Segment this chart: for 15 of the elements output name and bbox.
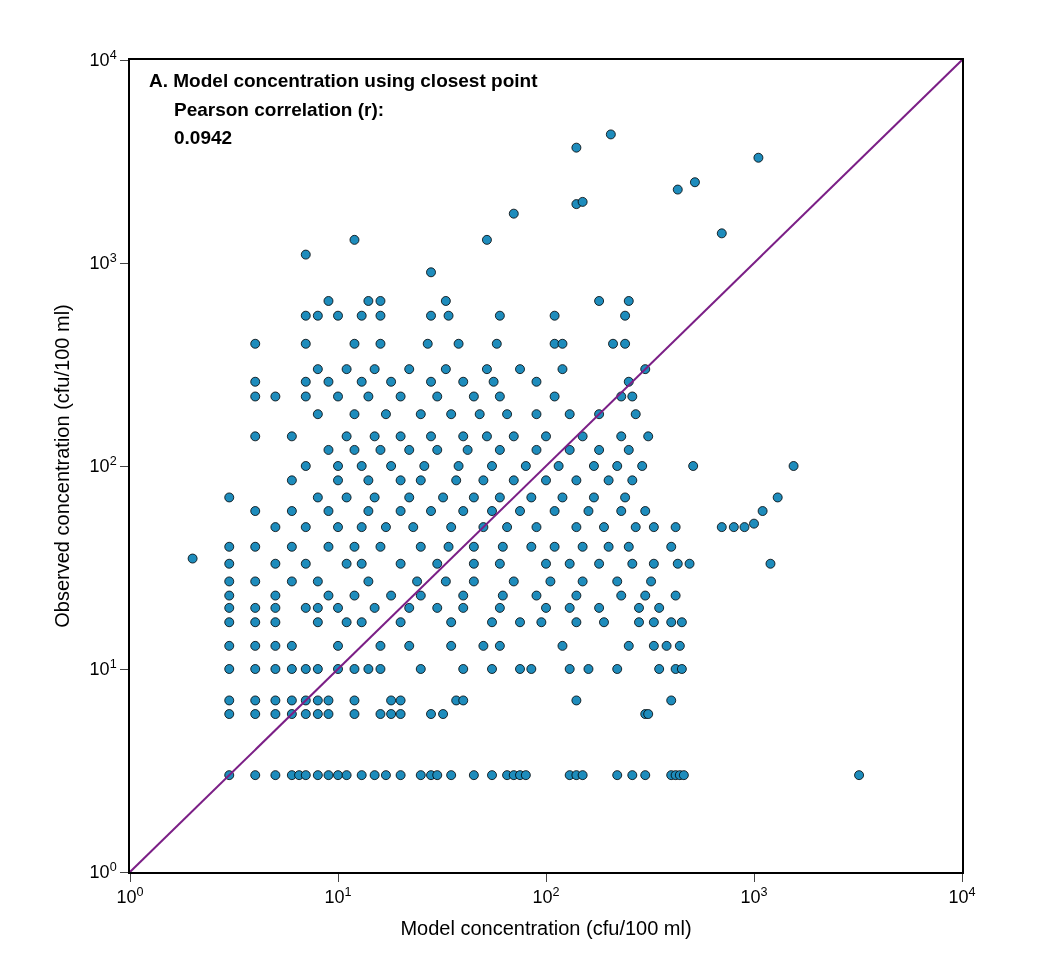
annotation: Pearson correlation (r):	[174, 99, 385, 120]
annotation: 0.0942	[174, 127, 233, 148]
annotation: A. Model concentration using closest point	[149, 70, 539, 91]
y-tick-label: 10$^{0}$	[89, 859, 117, 883]
x-tick-label: 10$^{1}$	[324, 884, 352, 908]
y-tick-label: 10$^{4}$	[89, 47, 117, 71]
y-tick-label: 10$^{2}$	[89, 453, 117, 477]
x-tick-label: 10$^{2}$	[532, 884, 560, 908]
x-tick-label: 10$^{4}$	[948, 884, 976, 908]
x-axis-title: Model concentration (cfu/100 ml)	[400, 917, 692, 940]
y-axis-title: Observed concentration (cfu/100 ml)	[50, 304, 73, 628]
y-tick-label: 10$^{3}$	[89, 250, 117, 274]
x-tick-label: 10$^{0}$	[116, 884, 144, 908]
y-tick-label: 10$^{1}$	[89, 656, 117, 680]
x-tick-label: 10$^{3}$	[740, 884, 768, 908]
